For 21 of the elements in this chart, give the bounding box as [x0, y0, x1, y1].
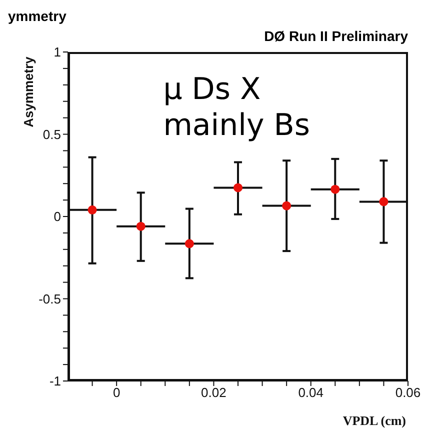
- point: [136, 222, 146, 231]
- y-tick-label: 0: [54, 209, 61, 224]
- x-tick-label: 0.04: [298, 385, 324, 400]
- x-tick-label: 0.06: [395, 385, 421, 400]
- point: [282, 201, 292, 210]
- chart-subtitle: DØ Run II Preliminary: [264, 28, 408, 44]
- x-tick-label: 0: [112, 385, 120, 400]
- y-tick-label: 1: [54, 44, 61, 60]
- point: [233, 183, 243, 192]
- y-tick-label: -1: [49, 374, 61, 389]
- point: [184, 239, 194, 248]
- y-tick-label: -0.5: [38, 291, 61, 306]
- point: [88, 205, 97, 214]
- y-tick-label: 0.5: [42, 126, 61, 142]
- point: [330, 184, 340, 194]
- chart-title: ymmetry: [8, 8, 66, 24]
- point: [379, 197, 388, 206]
- annotation: μ Ds X mainly Bs: [163, 72, 310, 144]
- y-axis-title: Asymmetry: [21, 56, 36, 128]
- x-axis-title: VPDL (cm): [342, 413, 406, 428]
- x-tick-label: 0.02: [201, 385, 226, 400]
